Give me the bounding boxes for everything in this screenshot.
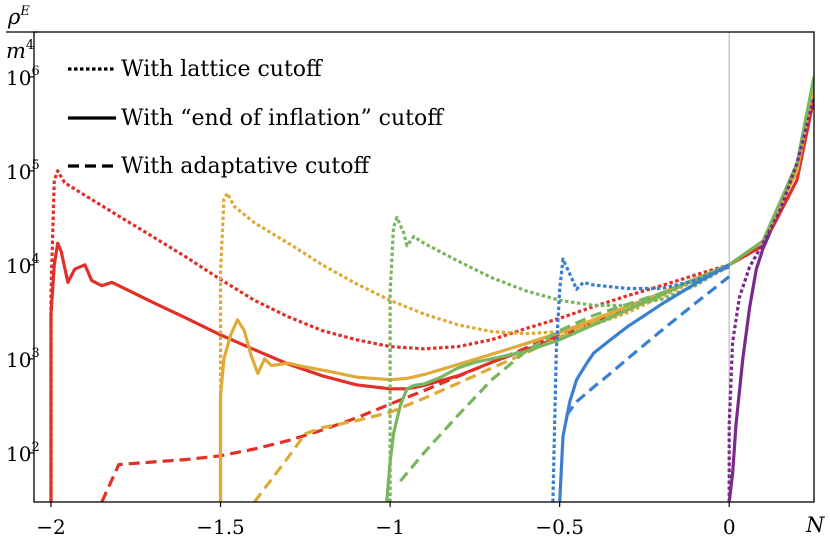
series-line-yellow-lattice-cutoff [218,191,730,502]
legend-label-adaptative: With adaptative cutoff [121,154,371,179]
y-label-numerator: ρE [7,4,30,29]
series-line-purple-lattice-cutoff [727,97,814,502]
series-line-blue-adaptative-cutoff [565,275,731,417]
y-tick-label: 104 [6,252,40,278]
y-tick-label: 102 [6,440,40,466]
series-line-yellow-end-of-inflation-cutoff [218,85,814,502]
y-tick-label: 105 [6,158,40,184]
y-axis: 102 103 104 105 106 [6,64,40,466]
series-line-green-lattice-cutoff [388,215,731,502]
plot-frame [33,31,815,503]
y-axis-label: ρE m4 [6,4,38,63]
y-tick-label: 106 [6,64,40,90]
y-tick-label: 103 [6,346,40,372]
legend: With lattice cutoff With “end of inflati… [68,57,444,179]
series-line-purple-end-of-inflation-cutoff [727,232,772,502]
legend-label-lattice: With lattice cutoff [121,57,323,82]
x-tick-label: 0 [723,515,736,539]
x-tick-label: −1 [375,515,404,539]
y-label-denominator: m4 [6,38,34,63]
series-line-blue-lattice-cutoff [551,257,730,502]
x-tick-label: −0.5 [535,515,584,539]
x-tick-label: −1.5 [196,515,245,539]
x-axis: −2 −1.5 −1 −0.5 0 [36,502,736,539]
legend-label-end-of-inflation: With “end of inflation” cutoff [121,106,444,131]
series-line-red-lattice-cutoff [49,169,730,502]
series-line-yellow-adaptative-cutoff [253,264,730,502]
series-line-green-end-of-inflation-cutoff [385,76,814,502]
x-tick-label: −2 [36,515,65,539]
x-axis-label: N [805,513,825,537]
series-group [49,76,814,502]
series-line-green-adaptative-cutoff [399,265,730,483]
